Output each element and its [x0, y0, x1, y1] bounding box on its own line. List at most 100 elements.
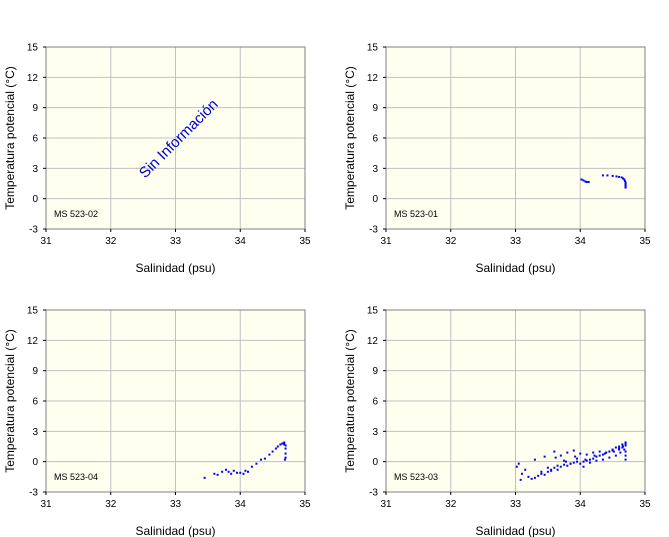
y-tick-label: -3 — [369, 488, 378, 499]
data-point — [565, 460, 568, 463]
y-tick-label: 12 — [367, 336, 379, 347]
data-point — [582, 179, 585, 182]
y-tick-label: 15 — [367, 306, 379, 317]
x-tick-label: 34 — [575, 499, 587, 510]
x-tick-label: 32 — [105, 236, 117, 247]
data-point — [595, 455, 598, 458]
data-point — [242, 472, 245, 475]
data-point — [230, 472, 233, 475]
data-point — [624, 183, 627, 186]
chart-panel-ms-523-03: 31 32 33 34 35 -3 0 3 6 9 12 15 Salinidad (psu) Tempe… — [343, 306, 651, 537]
data-point — [618, 175, 621, 178]
data-point — [553, 466, 556, 469]
data-point — [213, 472, 216, 475]
y-tick-label: 0 — [372, 457, 378, 468]
data-point — [282, 442, 285, 445]
y-axis-label: Temperatura potencial (°C) — [3, 66, 17, 210]
x-tick-label: 35 — [639, 236, 651, 247]
station-label: MS 523-01 — [394, 209, 438, 219]
data-point — [601, 174, 604, 177]
station-label: MS 523-02 — [54, 209, 98, 219]
x-tick-label: 34 — [235, 236, 247, 247]
x-tick-label: 32 — [105, 499, 117, 510]
data-point — [268, 453, 271, 456]
data-point — [543, 473, 546, 476]
data-point — [579, 452, 582, 455]
chart-panel-ms-523-02: 31 32 33 34 35 -3 0 3 6 9 12 15 Salinidad (psu) Tempe… — [3, 43, 311, 276]
x-tick-label: 33 — [510, 499, 522, 510]
data-point — [595, 459, 598, 462]
data-point — [585, 453, 588, 456]
data-point — [550, 468, 553, 471]
data-point — [236, 471, 239, 474]
data-point — [276, 445, 279, 448]
data-point — [623, 179, 626, 182]
data-point — [515, 465, 518, 468]
data-point — [559, 465, 562, 468]
y-tick-label: 15 — [367, 43, 379, 54]
data-point — [284, 447, 287, 450]
y-tick-label: 6 — [372, 134, 378, 145]
data-point — [263, 457, 266, 460]
data-point — [574, 455, 577, 458]
data-point — [283, 443, 286, 446]
data-point — [569, 462, 572, 465]
data-point — [284, 452, 287, 455]
data-point — [540, 472, 543, 475]
data-point — [284, 444, 287, 447]
data-point — [608, 450, 611, 453]
data-point — [624, 184, 627, 187]
data-point — [621, 443, 624, 446]
y-tick-label: 3 — [372, 427, 378, 438]
y-tick-label: -3 — [369, 225, 378, 236]
data-point — [608, 456, 611, 459]
y-tick-label: 9 — [32, 366, 38, 377]
x-tick-label: 35 — [299, 236, 311, 247]
data-point — [519, 478, 522, 481]
data-point — [284, 456, 287, 459]
x-tick-label: 34 — [235, 499, 247, 510]
y-tick-label: 6 — [32, 134, 38, 145]
data-point — [624, 181, 627, 184]
data-point — [588, 461, 591, 464]
x-axis-label: Salinidad (psu) — [135, 261, 215, 275]
data-point — [550, 469, 553, 472]
data-point — [603, 452, 606, 455]
x-tick-label: 33 — [170, 499, 182, 510]
data-point — [624, 441, 627, 444]
x-tick-label: 32 — [445, 236, 457, 247]
data-point — [618, 448, 621, 451]
data-point — [593, 454, 596, 457]
x-tick-label: 33 — [170, 236, 182, 247]
data-point — [601, 453, 604, 456]
data-point — [624, 454, 627, 457]
x-axis-label: Salinidad (psu) — [135, 524, 215, 537]
data-point — [572, 449, 575, 452]
station-label: MS 523-04 — [54, 472, 98, 482]
data-point — [598, 454, 601, 457]
data-point — [559, 454, 562, 457]
data-point — [546, 470, 549, 473]
y-tick-label: 3 — [32, 427, 38, 438]
data-point — [624, 450, 627, 453]
data-point — [624, 458, 627, 461]
x-tick-label: 35 — [639, 499, 651, 510]
data-point — [576, 460, 579, 463]
chart-panel-ms-523-01: 31 32 33 34 35 -3 0 3 6 9 12 15 Salinidad (psu) Tempe… — [343, 43, 651, 276]
data-point — [587, 180, 590, 183]
data-point — [216, 473, 219, 476]
y-axis-label: Temperatura potencial (°C) — [343, 66, 357, 210]
data-point — [556, 464, 559, 467]
data-point — [585, 180, 588, 183]
y-tick-label: 3 — [32, 164, 38, 175]
data-point — [621, 445, 624, 448]
y-tick-label: 12 — [367, 73, 379, 84]
x-tick-label: 33 — [510, 236, 522, 247]
data-point — [524, 468, 527, 471]
data-point — [572, 461, 575, 464]
data-point — [232, 469, 235, 472]
data-point — [584, 180, 587, 183]
data-point — [250, 465, 253, 468]
x-tick-label: 31 — [40, 236, 52, 247]
y-tick-label: 15 — [27, 43, 39, 54]
